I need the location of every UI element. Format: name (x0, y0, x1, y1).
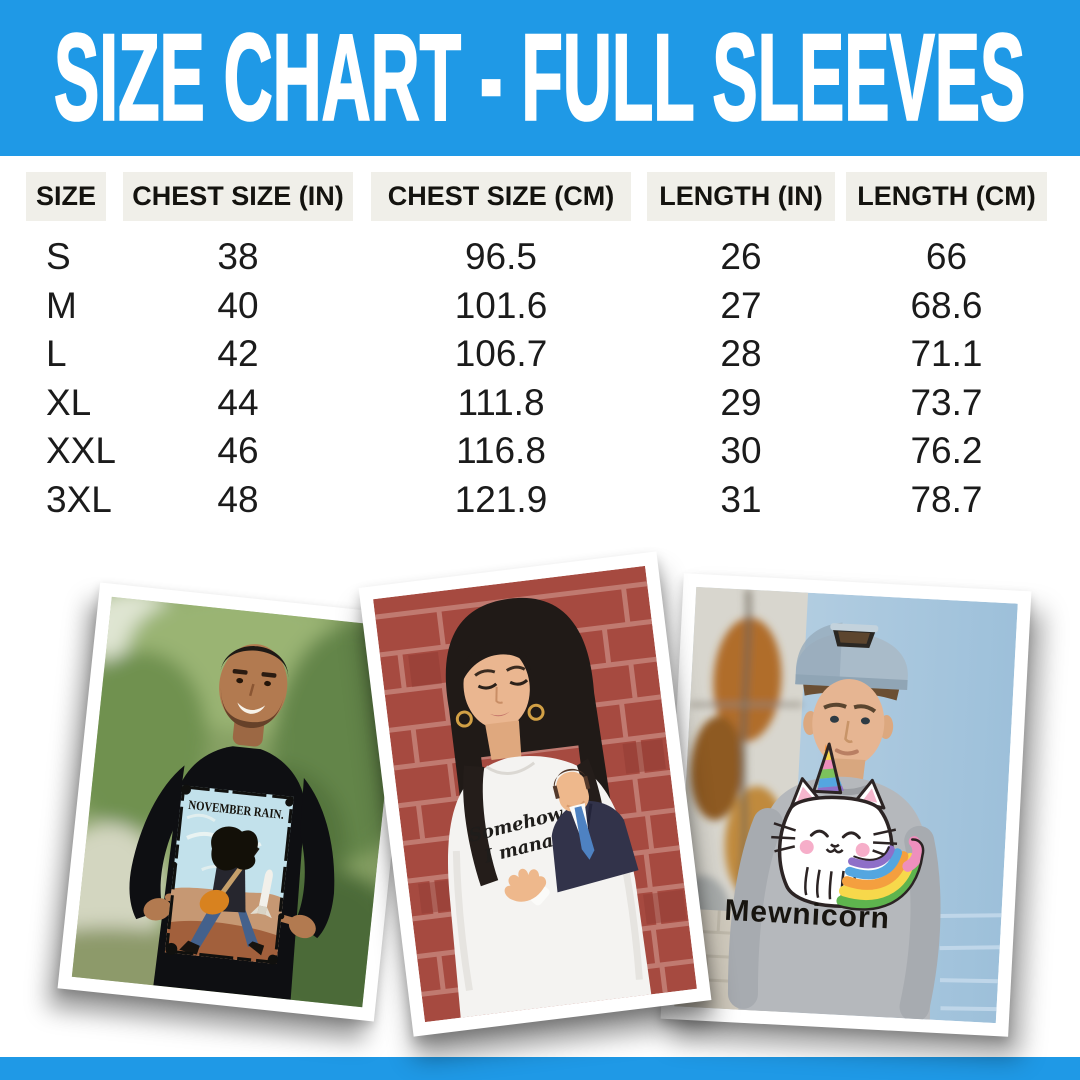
column-header-length-in: LENGTH (IN) (647, 172, 835, 221)
cell-length-in: 29 (720, 381, 762, 423)
cell-size: S (46, 236, 71, 277)
cat-mouth (825, 847, 844, 854)
banner: SIZE CHART - FULL SLEEVES (0, 0, 1080, 156)
cell-length-in: 26 (720, 236, 762, 277)
size-table: SIZE CHEST SIZE (IN) CHEST SIZE (CM) LEN… (0, 172, 1080, 524)
cell-chest-in: 38 (217, 236, 259, 277)
cell-length-in: 27 (720, 284, 762, 326)
table-body: S 38 96.5 26 66 M 40 101.6 27 68.6 L 42 … (0, 233, 1080, 524)
cell-chest-cm: 111.8 (457, 381, 545, 423)
table-row-m: M 40 101.6 27 68.6 (0, 282, 1080, 331)
cap-strap (830, 623, 879, 633)
photo-white-tee-image: Somehow, I manage (373, 565, 697, 1023)
neck (485, 720, 522, 761)
model-woman: Somehow, I manage (445, 597, 652, 1018)
unicorn-horn (812, 742, 843, 795)
lips (489, 711, 510, 717)
model-man-pointing: NOVEMBER RAIN. (129, 644, 335, 1000)
cell-chest-cm: 121.9 (454, 478, 548, 520)
cell-length-in: 30 (720, 430, 762, 471)
left-sleeve (727, 807, 783, 1009)
lips (834, 748, 859, 756)
cell-chest-cm: 116.8 (456, 430, 546, 471)
photo-black-tee-image: NOVEMBER RAIN. (71, 596, 403, 1008)
hair-strand (463, 765, 499, 887)
closed-eye (809, 829, 829, 838)
cell-chest-cm: 96.5 (464, 236, 537, 277)
guitarist-illustration (179, 826, 265, 956)
cell-length-cm: 76.2 (910, 430, 983, 471)
rainbow-tail (836, 836, 925, 911)
hoop-earring (455, 710, 473, 728)
cell-length-in: 31 (720, 478, 762, 520)
eye (829, 715, 839, 723)
model-man-cap: Mewnicorn (724, 622, 941, 1022)
photo-grey-tee-image: Mewnicorn (674, 586, 1018, 1024)
table-row-xxl: XXL 46 116.8 30 76.2 (0, 427, 1080, 476)
guitarist-hair (211, 826, 258, 871)
page-title: SIZE CHART - FULL SLEEVES (54, 8, 1027, 148)
cell-chest-in: 44 (217, 381, 259, 423)
hoop-earring (527, 703, 545, 721)
siding-lines (939, 913, 1002, 1012)
left-hand (143, 898, 172, 921)
table-header-row: SIZE CHEST SIZE (IN) CHEST SIZE (CM) LEN… (0, 172, 1080, 221)
face (463, 644, 530, 729)
cell-length-cm: 78.7 (910, 478, 983, 520)
closed-eye (841, 831, 861, 840)
cell-size: XXL (46, 430, 116, 471)
photo-black-tee: NOVEMBER RAIN. (57, 582, 417, 1022)
cell-length-cm: 73.7 (910, 381, 983, 423)
eye (860, 717, 870, 725)
table-row-xl: XL 44 111.8 29 73.7 (0, 379, 1080, 428)
column-header-chest-cm: CHEST SIZE (CM) (371, 172, 631, 221)
cell-length-cm: 71.1 (910, 333, 983, 374)
cell-length-in: 28 (720, 333, 762, 374)
cell-size: L (46, 333, 67, 374)
column-header-length-cm: LENGTH (CM) (846, 172, 1047, 221)
office-man-illustration (504, 768, 639, 906)
blue-tie (574, 806, 595, 860)
eye (509, 678, 529, 686)
photo-grey-tee: Mewnicorn (660, 573, 1032, 1037)
shrug-hand (504, 868, 550, 906)
cell-length-cm: 68.6 (910, 284, 983, 326)
collar (485, 761, 536, 775)
cell-chest-in: 40 (217, 284, 259, 326)
november-rain-print: NOVEMBER RAIN. (164, 784, 294, 965)
cell-size: M (46, 284, 77, 326)
eye (477, 682, 498, 690)
cell-length-cm: 66 (925, 236, 968, 277)
left-sleeve (129, 765, 185, 920)
cell-size: 3XL (46, 478, 112, 520)
grunge-border (164, 785, 294, 964)
cell-chest-cm: 101.6 (454, 284, 548, 326)
photo-white-tee: Somehow, I manage (358, 551, 712, 1037)
cell-size: XL (46, 381, 92, 423)
cell-chest-in: 46 (217, 430, 259, 471)
cell-chest-in: 42 (217, 333, 259, 374)
smile (237, 702, 266, 714)
table-row-s: S 38 96.5 26 66 (0, 233, 1080, 282)
table-row-l: L 42 106.7 28 71.1 (0, 330, 1080, 379)
table-row-3xl: 3XL 48 121.9 31 78.7 (0, 476, 1080, 525)
cell-chest-in: 48 (217, 478, 259, 520)
column-header-chest-in: CHEST SIZE (IN) (123, 172, 353, 221)
footer-bar (0, 1057, 1080, 1080)
column-header-size: SIZE (26, 172, 106, 221)
cell-chest-cm: 106.7 (454, 333, 548, 374)
right-sleeve (294, 777, 335, 939)
